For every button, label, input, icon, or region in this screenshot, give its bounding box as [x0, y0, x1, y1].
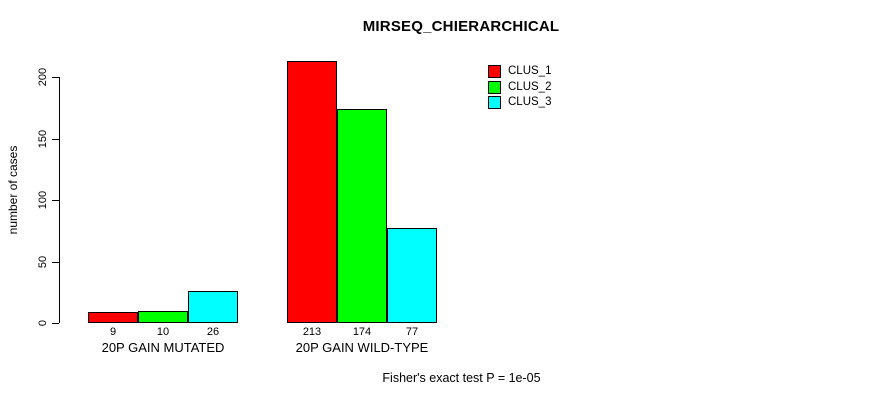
bar-value-label: 213 [302, 326, 322, 338]
category-label: 20P GAIN MUTATED [101, 340, 225, 355]
category-label: 20P GAIN WILD-TYPE [295, 340, 429, 355]
legend-label: CLUS_2 [508, 81, 552, 93]
footer-note: Fisher's exact test P = 1e-05 [382, 371, 541, 385]
bar [188, 291, 238, 323]
y-axis-tick [52, 323, 59, 324]
y-axis-tick [52, 200, 59, 201]
chart-title: MIRSEQ_CHIERARCHICAL [362, 18, 560, 35]
legend-label: CLUS_3 [508, 96, 552, 108]
bar [88, 312, 138, 323]
bar-value-label: 9 [109, 326, 117, 338]
bar [387, 228, 437, 323]
y-axis-tick [52, 262, 59, 263]
y-axis-tick [52, 77, 59, 78]
y-tick-label: 200 [37, 67, 49, 87]
bar-value-label: 10 [156, 326, 170, 338]
legend-swatch [488, 81, 501, 94]
bar [138, 311, 188, 323]
y-tick-label: 150 [37, 129, 49, 149]
legend-label: CLUS_1 [508, 65, 552, 77]
y-tick-label: 50 [37, 255, 49, 269]
y-axis-tick [52, 139, 59, 140]
y-tick-label: 100 [37, 190, 49, 210]
bar-value-label: 77 [405, 326, 419, 338]
y-tick-label: 0 [37, 319, 49, 327]
bar-value-label: 174 [352, 326, 372, 338]
legend-swatch [488, 65, 501, 78]
bar [287, 61, 337, 323]
legend-swatch [488, 96, 501, 109]
y-axis-line [59, 77, 60, 323]
bar-value-label: 26 [206, 326, 220, 338]
y-axis-label: number of cases [6, 145, 20, 235]
bar [337, 109, 387, 323]
